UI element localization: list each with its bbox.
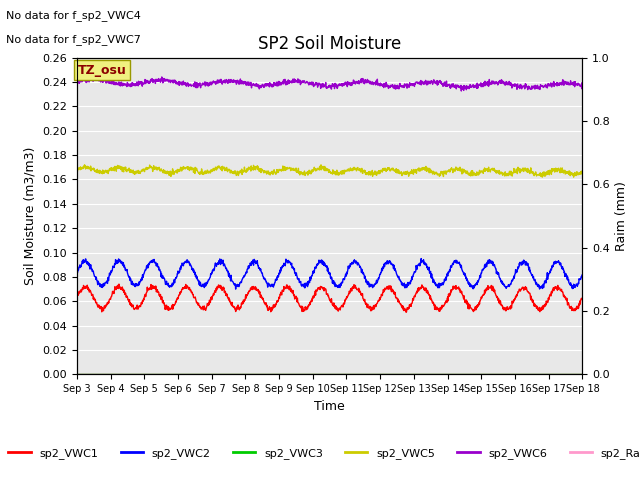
Text: TZ_osu: TZ_osu — [77, 64, 126, 77]
Line: sp2_VWC1: sp2_VWC1 — [77, 284, 582, 312]
sp2_VWC5 — [298, 171, 306, 177]
X-axis label: Time: Time — [314, 400, 345, 413]
sp2_VWC2 — [579, 272, 586, 277]
Legend: sp2_VWC1, sp2_VWC2, sp2_VWC3, sp2_VWC5, sp2_VWC6, sp2_Rain: sp2_VWC1, sp2_VWC2, sp2_VWC3, sp2_VWC5, … — [4, 444, 640, 463]
sp2_VWC6 — [288, 80, 296, 86]
sp2_VWC2 — [232, 286, 239, 292]
sp2_Rain — [132, 372, 140, 377]
sp2_VWC3 — [73, 372, 81, 377]
sp2_VWC6 — [133, 79, 141, 85]
Y-axis label: Soil Moisture (m3/m3): Soil Moisture (m3/m3) — [24, 147, 36, 285]
Y-axis label: Raim (mm): Raim (mm) — [616, 181, 628, 251]
sp2_VWC3 — [132, 372, 140, 377]
Text: No data for f_sp2_VWC7: No data for f_sp2_VWC7 — [6, 34, 141, 45]
sp2_VWC6 — [73, 81, 81, 86]
sp2_VWC6 — [93, 73, 100, 79]
sp2_VWC1 — [307, 299, 315, 304]
sp2_VWC2 — [361, 273, 369, 279]
sp2_Rain — [73, 372, 81, 377]
sp2_VWC6 — [579, 83, 586, 89]
sp2_Rain — [307, 372, 315, 377]
sp2_VWC6 — [298, 78, 306, 84]
sp2_VWC3 — [112, 372, 120, 377]
sp2_VWC2 — [132, 281, 140, 287]
sp2_Rain — [579, 372, 586, 377]
sp2_VWC5 — [133, 168, 141, 174]
sp2_VWC1 — [298, 309, 306, 314]
sp2_VWC5 — [307, 169, 315, 175]
Line: sp2_VWC5: sp2_VWC5 — [77, 165, 582, 177]
sp2_VWC6 — [307, 82, 315, 87]
sp2_VWC6 — [458, 88, 465, 94]
sp2_VWC1 — [112, 286, 120, 291]
sp2_VWC2 — [112, 260, 120, 265]
sp2_VWC3 — [298, 372, 306, 377]
sp2_VWC5 — [73, 168, 81, 174]
sp2_Rain — [298, 372, 306, 377]
Line: sp2_VWC6: sp2_VWC6 — [77, 76, 582, 91]
sp2_VWC1 — [361, 297, 369, 302]
sp2_Rain — [361, 372, 369, 377]
sp2_VWC1 — [288, 288, 296, 293]
sp2_VWC2 — [288, 260, 296, 266]
sp2_VWC5 — [361, 169, 369, 175]
sp2_VWC3 — [307, 372, 315, 377]
sp2_VWC1 — [115, 281, 123, 287]
sp2_VWC6 — [113, 82, 120, 87]
Title: SP2 Soil Moisture: SP2 Soil Moisture — [258, 35, 401, 53]
Text: No data for f_sp2_VWC4: No data for f_sp2_VWC4 — [6, 10, 141, 21]
sp2_VWC5 — [570, 174, 577, 180]
sp2_VWC2 — [417, 256, 425, 262]
sp2_Rain — [112, 372, 120, 377]
sp2_VWC6 — [361, 79, 369, 84]
sp2_VWC2 — [307, 275, 315, 281]
sp2_VWC5 — [579, 171, 586, 177]
sp2_VWC1 — [73, 294, 81, 300]
sp2_Rain — [287, 372, 295, 377]
sp2_VWC3 — [361, 372, 369, 377]
sp2_VWC5 — [113, 168, 120, 174]
sp2_VWC1 — [403, 309, 410, 315]
sp2_VWC2 — [298, 282, 306, 288]
sp2_VWC1 — [133, 306, 141, 312]
sp2_VWC3 — [579, 372, 586, 377]
sp2_VWC2 — [73, 269, 81, 275]
sp2_VWC5 — [288, 165, 296, 171]
sp2_VWC1 — [579, 295, 586, 301]
sp2_VWC3 — [287, 372, 295, 377]
sp2_VWC5 — [81, 162, 88, 168]
Line: sp2_VWC2: sp2_VWC2 — [77, 259, 582, 289]
